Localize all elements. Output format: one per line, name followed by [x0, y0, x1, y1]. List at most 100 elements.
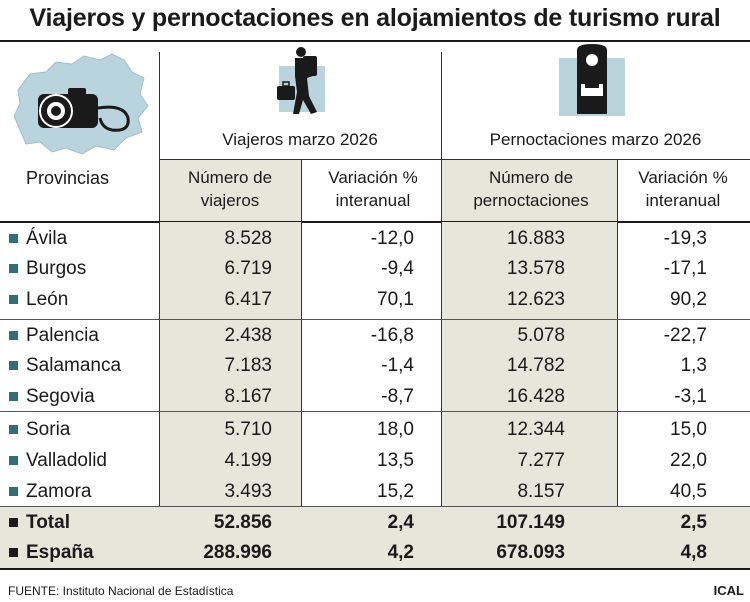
bullet-icon — [9, 425, 18, 434]
divider — [301, 222, 302, 507]
cell-var-pernoctaciones: 15,0 — [670, 419, 707, 440]
cell-pernoctaciones: 5.078 — [517, 325, 565, 346]
cell-var-pernoctaciones: 22,0 — [670, 450, 707, 471]
bottom-rule — [0, 568, 750, 570]
map-camera-icon — [13, 53, 149, 155]
bullet-icon — [9, 361, 18, 370]
cell-provincia: Zamora — [26, 481, 92, 502]
agency-credit: ICAL — [713, 583, 744, 598]
divider — [441, 222, 442, 507]
total-row: España 288.996 4,2 678.093 4,8 — [0, 538, 750, 568]
cell-var-viajeros: 13,5 — [377, 450, 414, 471]
divider — [159, 159, 750, 160]
group-divider — [0, 411, 750, 412]
cell-viajeros: 8.528 — [224, 228, 272, 249]
group-divider — [0, 319, 750, 320]
cell-pernoctaciones: 107.149 — [496, 512, 565, 533]
divider — [159, 222, 160, 507]
cell-provincia: Burgos — [26, 258, 87, 279]
column-header-pernoctaciones: Número de pernoctaciones — [473, 168, 589, 210]
traveler-icon — [277, 47, 325, 114]
cell-pernoctaciones: 12.623 — [506, 289, 565, 310]
door-hanger-bed-icon — [559, 44, 625, 116]
table-row: Segovia 8.167 -8,7 16.428 -3,1 — [0, 382, 750, 412]
table-header: Viajeros marzo 2026 Pernoctaciones marzo… — [0, 42, 750, 222]
cell-pernoctaciones: 16.428 — [506, 386, 565, 407]
cell-provincia: Salamanca — [26, 355, 122, 376]
cell-pernoctaciones: 14.782 — [506, 355, 565, 376]
cell-var-pernoctaciones: 1,3 — [680, 355, 707, 376]
cell-var-viajeros: 18,0 — [377, 419, 414, 440]
totals-divider — [0, 506, 750, 507]
cell-viajeros: 4.199 — [224, 450, 272, 471]
bullet-icon — [9, 487, 18, 496]
cell-var-viajeros: 2,4 — [387, 512, 414, 533]
column-band — [160, 222, 301, 507]
cell-pernoctaciones: 8.157 — [517, 481, 565, 502]
cell-pernoctaciones: 16.883 — [506, 228, 565, 249]
table-row: Ávila 8.528 -12,0 16.883 -19,3 — [0, 224, 750, 254]
cell-pernoctaciones: 678.093 — [496, 542, 565, 563]
group-header-viajeros: Viajeros marzo 2026 — [222, 130, 378, 149]
table-row: Zamora 3.493 15,2 8.157 40,5 — [0, 477, 750, 507]
source-note: FUENTE: Instituto Nacional de Estadístic… — [8, 584, 234, 598]
column-header-viajeros: Número de viajeros — [187, 168, 273, 210]
cell-var-pernoctaciones: -19,3 — [663, 228, 707, 249]
cell-var-viajeros: 4,2 — [387, 542, 414, 563]
bullet-icon — [9, 518, 18, 527]
divider — [617, 160, 618, 222]
cell-var-pernoctaciones: 4,8 — [680, 542, 707, 563]
cell-var-viajeros: 70,1 — [377, 289, 414, 310]
totals-band — [0, 507, 750, 568]
table-row: León 6.417 70,1 12.623 90,2 — [0, 285, 750, 315]
bullet-icon — [9, 234, 18, 243]
total-row: Total 52.856 2,4 107.149 2,5 — [0, 508, 750, 538]
cell-provincia: Segovia — [26, 386, 95, 407]
cell-var-pernoctaciones: -22,7 — [663, 325, 707, 346]
table-row: Salamanca 7.183 -1,4 14.782 1,3 — [0, 351, 750, 381]
group-header-pernoctaciones: Pernoctaciones marzo 2026 — [489, 130, 702, 149]
cell-provincia: Valladolid — [26, 450, 107, 471]
cell-pernoctaciones: 13.578 — [506, 258, 565, 279]
column-header-provincias: Provincias — [26, 168, 110, 188]
column-header-var-pernoctaciones: Variación % interanual — [638, 168, 728, 210]
column-band — [442, 222, 617, 507]
cell-pernoctaciones: 7.277 — [517, 450, 565, 471]
cell-viajeros: 2.438 — [224, 325, 272, 346]
cell-viajeros: 6.417 — [224, 289, 272, 310]
cell-var-viajeros: -1,4 — [381, 355, 414, 376]
column-header-var-viajeros: Variación % interanual — [328, 168, 418, 210]
divider — [617, 222, 618, 507]
table-row: Burgos 6.719 -9,4 13.578 -17,1 — [0, 254, 750, 284]
body-rule — [0, 221, 750, 223]
bullet-icon — [9, 295, 18, 304]
cell-viajeros: 52.856 — [213, 512, 272, 533]
cell-var-viajeros: -12,0 — [370, 228, 414, 249]
cell-pernoctaciones: 12.344 — [506, 419, 565, 440]
cell-viajeros: 8.167 — [224, 386, 272, 407]
header-band — [160, 160, 301, 222]
cell-viajeros: 288.996 — [203, 542, 272, 563]
cell-var-viajeros: -9,4 — [381, 258, 414, 279]
cell-var-viajeros: 15,2 — [377, 481, 414, 502]
cell-provincia: Total — [26, 512, 70, 533]
cell-var-viajeros: -16,8 — [370, 325, 414, 346]
cell-provincia: León — [26, 289, 69, 310]
bullet-icon — [9, 392, 18, 401]
cell-viajeros: 3.493 — [224, 481, 272, 502]
cell-viajeros: 5.710 — [224, 419, 272, 440]
cell-provincia: Ávila — [26, 228, 68, 249]
divider — [441, 52, 442, 222]
bullet-icon — [9, 331, 18, 340]
header-band — [442, 160, 617, 222]
bullet-icon — [9, 548, 18, 557]
cell-var-pernoctaciones: 2,5 — [680, 512, 707, 533]
bullet-icon — [9, 456, 18, 465]
table-row: Valladolid 4.199 13,5 7.277 22,0 — [0, 446, 750, 476]
page-title: Viajeros y pernoctaciones en alojamiento… — [29, 4, 721, 32]
divider — [159, 52, 160, 222]
cell-var-pernoctaciones: 90,2 — [670, 289, 707, 310]
title-rule — [0, 40, 750, 42]
cell-viajeros: 7.183 — [224, 355, 272, 376]
divider — [301, 160, 302, 222]
